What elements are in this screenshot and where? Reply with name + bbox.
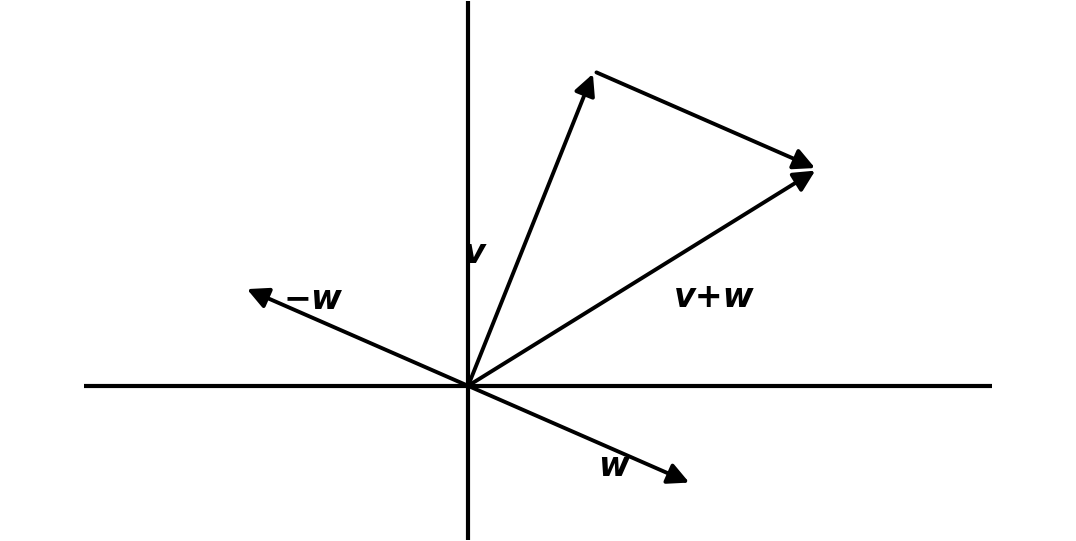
Text: v+w: v+w xyxy=(675,281,755,314)
Text: v: v xyxy=(464,237,486,270)
Text: −w: −w xyxy=(283,283,342,316)
Text: w: w xyxy=(598,450,629,483)
